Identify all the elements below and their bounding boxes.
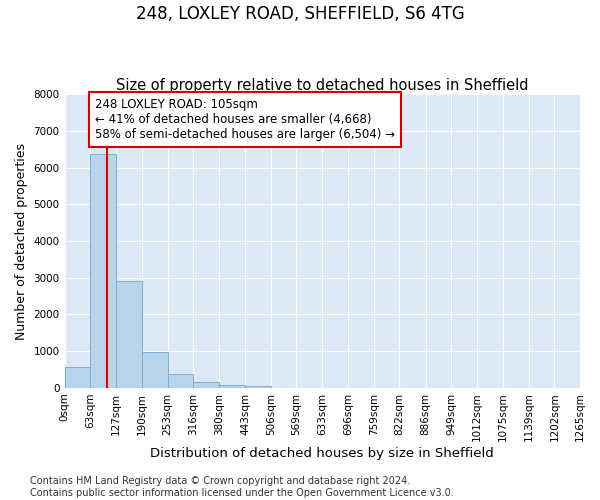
Bar [116, 280, 142, 388]
X-axis label: Distribution of detached houses by size in Sheffield: Distribution of detached houses by size … [151, 447, 494, 460]
Bar [142, 352, 167, 388]
Bar [90, 154, 116, 388]
Bar [167, 374, 193, 388]
Bar [245, 386, 271, 388]
Text: Contains HM Land Registry data © Crown copyright and database right 2024.
Contai: Contains HM Land Registry data © Crown c… [30, 476, 454, 498]
Bar [193, 382, 219, 388]
Title: Size of property relative to detached houses in Sheffield: Size of property relative to detached ho… [116, 78, 529, 93]
Text: 248 LOXLEY ROAD: 105sqm
← 41% of detached houses are smaller (4,668)
58% of semi: 248 LOXLEY ROAD: 105sqm ← 41% of detache… [95, 98, 395, 141]
Bar [65, 367, 90, 388]
Bar [220, 384, 245, 388]
Y-axis label: Number of detached properties: Number of detached properties [15, 142, 28, 340]
Text: 248, LOXLEY ROAD, SHEFFIELD, S6 4TG: 248, LOXLEY ROAD, SHEFFIELD, S6 4TG [136, 5, 464, 23]
